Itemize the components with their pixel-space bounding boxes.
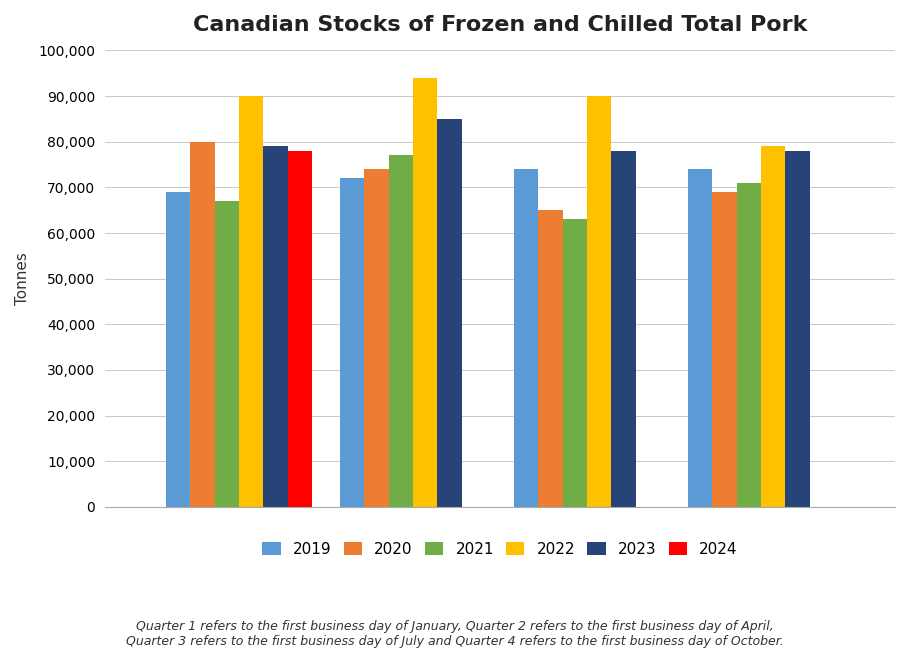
Bar <box>761 146 785 507</box>
Legend: 2019, 2020, 2021, 2022, 2023, 2024: 2019, 2020, 2021, 2022, 2023, 2024 <box>262 542 738 557</box>
Title: Canadian Stocks of Frozen and Chilled Total Pork: Canadian Stocks of Frozen and Chilled To… <box>193 15 807 35</box>
Bar <box>713 192 737 507</box>
Bar <box>239 96 263 507</box>
Bar <box>514 169 539 507</box>
Bar <box>340 178 364 507</box>
Bar <box>562 219 587 507</box>
Y-axis label: Tonnes: Tonnes <box>15 253 30 305</box>
Bar <box>785 151 810 507</box>
Bar <box>190 141 215 507</box>
Bar <box>612 151 636 507</box>
Bar <box>389 155 413 507</box>
Bar <box>438 119 461 507</box>
Bar <box>737 183 761 507</box>
Bar <box>688 169 713 507</box>
Bar <box>539 210 562 507</box>
Bar <box>413 78 438 507</box>
Bar <box>166 192 190 507</box>
Text: Quarter 1 refers to the first business day of January, Quarter 2 refers to the f: Quarter 1 refers to the first business d… <box>126 620 784 648</box>
Bar <box>263 146 288 507</box>
Bar <box>215 201 239 507</box>
Bar <box>587 96 612 507</box>
Bar <box>364 169 389 507</box>
Bar <box>288 151 312 507</box>
